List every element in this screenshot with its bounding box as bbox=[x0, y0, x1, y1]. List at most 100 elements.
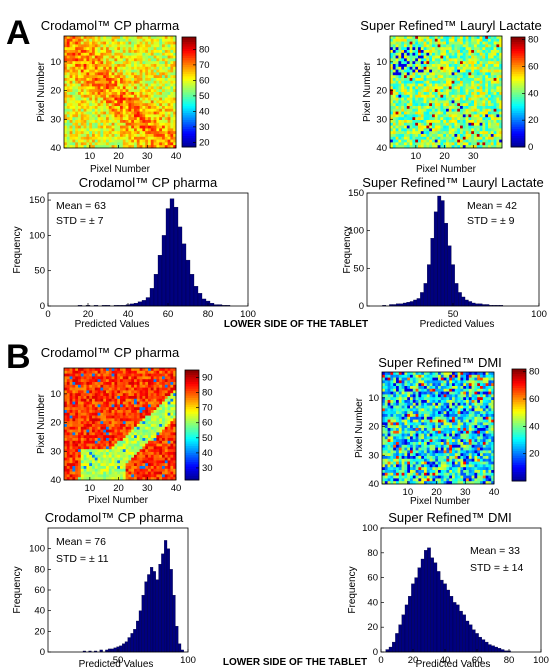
heatmap-cell bbox=[462, 122, 466, 126]
heatmap-cell bbox=[64, 86, 68, 90]
heatmap-cell bbox=[493, 61, 497, 65]
heatmap-cell bbox=[488, 66, 492, 70]
heatmap-cell bbox=[488, 44, 492, 48]
heatmap-cell bbox=[139, 457, 143, 461]
heatmap-cell bbox=[150, 103, 154, 107]
heatmap-cell bbox=[100, 376, 104, 380]
heatmap-cell bbox=[114, 131, 118, 135]
heatmap-cell bbox=[150, 114, 154, 118]
heatmap-cell bbox=[462, 41, 466, 45]
heatmap-cell bbox=[462, 83, 466, 87]
heatmap-cell bbox=[86, 463, 90, 467]
heatmap-cell bbox=[142, 106, 146, 110]
heatmap-cell bbox=[173, 438, 177, 442]
heatmap-cell bbox=[83, 410, 87, 414]
heatmap-cell bbox=[86, 69, 90, 73]
heatmap-cell bbox=[173, 384, 177, 388]
heatmap-cell bbox=[78, 89, 82, 93]
heatmap-cell bbox=[409, 44, 413, 48]
histogram-bar bbox=[437, 195, 442, 307]
heatmap-cell bbox=[92, 69, 96, 73]
heatmap-cell bbox=[173, 370, 177, 374]
heatmap-cell bbox=[167, 142, 171, 146]
heatmap-cell bbox=[131, 64, 135, 68]
heatmap-cell bbox=[148, 131, 152, 135]
heatmap-cell bbox=[488, 80, 492, 84]
heatmap-cell bbox=[493, 41, 497, 45]
heatmap-cell bbox=[120, 440, 124, 444]
heatmap-cell bbox=[167, 83, 171, 87]
heatmap-cell bbox=[150, 412, 154, 416]
heatmap-cell bbox=[156, 466, 160, 470]
heatmap-cell bbox=[97, 47, 101, 51]
heatmap-cell bbox=[499, 75, 503, 79]
heatmap-cell bbox=[134, 97, 138, 101]
heatmap-cell bbox=[443, 61, 447, 65]
heatmap-cell bbox=[139, 387, 143, 391]
heatmap-cell bbox=[395, 38, 399, 42]
heatmap-cell bbox=[75, 466, 79, 470]
heatmap-cell bbox=[482, 94, 486, 98]
heatmap-cell bbox=[409, 106, 413, 110]
heatmap-cell bbox=[117, 52, 121, 56]
heatmap-cell bbox=[493, 78, 497, 82]
heatmap-cell bbox=[148, 125, 152, 129]
heatmap-cell bbox=[468, 89, 472, 93]
heatmap-cell bbox=[162, 92, 166, 96]
heatmap-cell bbox=[404, 61, 408, 65]
heatmap-cell bbox=[398, 52, 402, 56]
heatmap-cell bbox=[92, 97, 96, 101]
heatmap-cell bbox=[432, 139, 436, 143]
heatmap-cell bbox=[173, 103, 177, 107]
heatmap-cell bbox=[418, 111, 422, 115]
heatmap-cell bbox=[89, 44, 93, 48]
heatmap-cell bbox=[460, 94, 464, 98]
heatmap-cell bbox=[462, 94, 466, 98]
heatmap-cell bbox=[64, 50, 68, 54]
heatmap-cell bbox=[122, 145, 126, 149]
heatmap-cell bbox=[122, 114, 126, 118]
heatmap-cell bbox=[125, 382, 129, 386]
heatmap-cell bbox=[145, 424, 149, 428]
heatmap-cell bbox=[485, 108, 489, 112]
heatmap-cell bbox=[412, 131, 416, 135]
heatmap-cell bbox=[122, 412, 126, 416]
heatmap-cell bbox=[159, 424, 163, 428]
heatmap-cell bbox=[100, 89, 104, 93]
heatmap-cell bbox=[100, 463, 104, 467]
heatmap-cell bbox=[164, 379, 168, 383]
heatmap-cell bbox=[499, 36, 503, 40]
heatmap-cell bbox=[89, 106, 93, 110]
heatmap-cell bbox=[92, 463, 96, 467]
heatmap-cell bbox=[167, 111, 171, 115]
heatmap-cell bbox=[173, 80, 177, 84]
heatmap-cell bbox=[139, 449, 143, 453]
heatmap-cell bbox=[83, 401, 87, 405]
heatmap-cell bbox=[432, 100, 436, 104]
heatmap-cell bbox=[159, 460, 163, 464]
heatmap-cell bbox=[78, 426, 82, 430]
heatmap-cell bbox=[83, 64, 87, 68]
heatmap-cell bbox=[117, 131, 121, 135]
heatmap-cell bbox=[89, 66, 93, 70]
heatmap-cell bbox=[145, 66, 149, 70]
heatmap-cell bbox=[97, 38, 101, 42]
heatmap-cell bbox=[86, 50, 90, 54]
heatmap-cell bbox=[83, 432, 87, 436]
heatmap-cell bbox=[479, 100, 483, 104]
heatmap-cell bbox=[69, 424, 73, 428]
heatmap-cell bbox=[415, 72, 419, 76]
heatmap-cell bbox=[488, 92, 492, 96]
heatmap-cell bbox=[78, 443, 82, 447]
heatmap-cell bbox=[460, 122, 464, 126]
heatmap-cell bbox=[122, 36, 126, 40]
heatmap-cell bbox=[120, 66, 124, 70]
heatmap-cell bbox=[136, 58, 140, 62]
heatmap-cell bbox=[485, 134, 489, 138]
heatmap-cell bbox=[72, 398, 76, 402]
heatmap-cell bbox=[476, 134, 480, 138]
heatmap-cell bbox=[153, 94, 157, 98]
heatmap-cell bbox=[156, 452, 160, 456]
heatmap-cell bbox=[134, 457, 138, 461]
colorbar-segment bbox=[511, 126, 525, 130]
